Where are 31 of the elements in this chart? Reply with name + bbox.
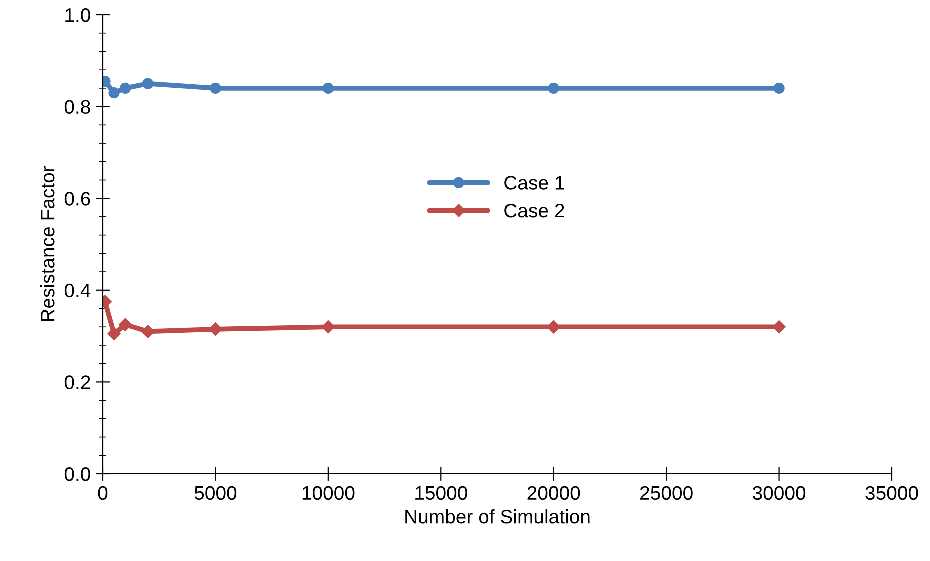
legend-label: Case 2 — [504, 204, 564, 218]
point — [547, 320, 560, 334]
point — [209, 322, 222, 336]
y-tick-label: 1.0 — [66, 8, 90, 22]
x-tick-label: 30000 — [752, 486, 806, 500]
point — [142, 325, 155, 338]
point — [210, 82, 222, 94]
point — [142, 78, 154, 90]
y-tick-label: 0.6 — [64, 192, 90, 206]
point — [108, 87, 120, 99]
point — [772, 320, 786, 334]
x-tick-label: 15000 — [416, 486, 468, 500]
point — [322, 82, 334, 94]
y-tick-label: 0.8 — [64, 100, 90, 114]
point — [548, 82, 560, 94]
legend-label: Case 1 — [504, 176, 564, 190]
y-axis-title: Resistance Factor — [40, 166, 55, 322]
y-tick-label: 0.4 — [64, 284, 91, 298]
x-tick-label: 0 — [98, 486, 108, 500]
point — [108, 327, 121, 341]
y-tick-label: 0.0 — [64, 467, 90, 482]
x-tick-label: 35000 — [866, 486, 918, 500]
point — [774, 82, 785, 94]
y-tick-label: 0.2 — [64, 376, 90, 390]
x-tick-label: 25000 — [640, 486, 693, 500]
x-axis-title: Number of Simulation — [406, 509, 590, 524]
point — [118, 318, 132, 332]
point — [120, 82, 132, 94]
x-tick-label: 10000 — [302, 486, 355, 500]
x-tick-label: 5000 — [194, 486, 237, 500]
x-tick-label: 20000 — [528, 486, 580, 500]
